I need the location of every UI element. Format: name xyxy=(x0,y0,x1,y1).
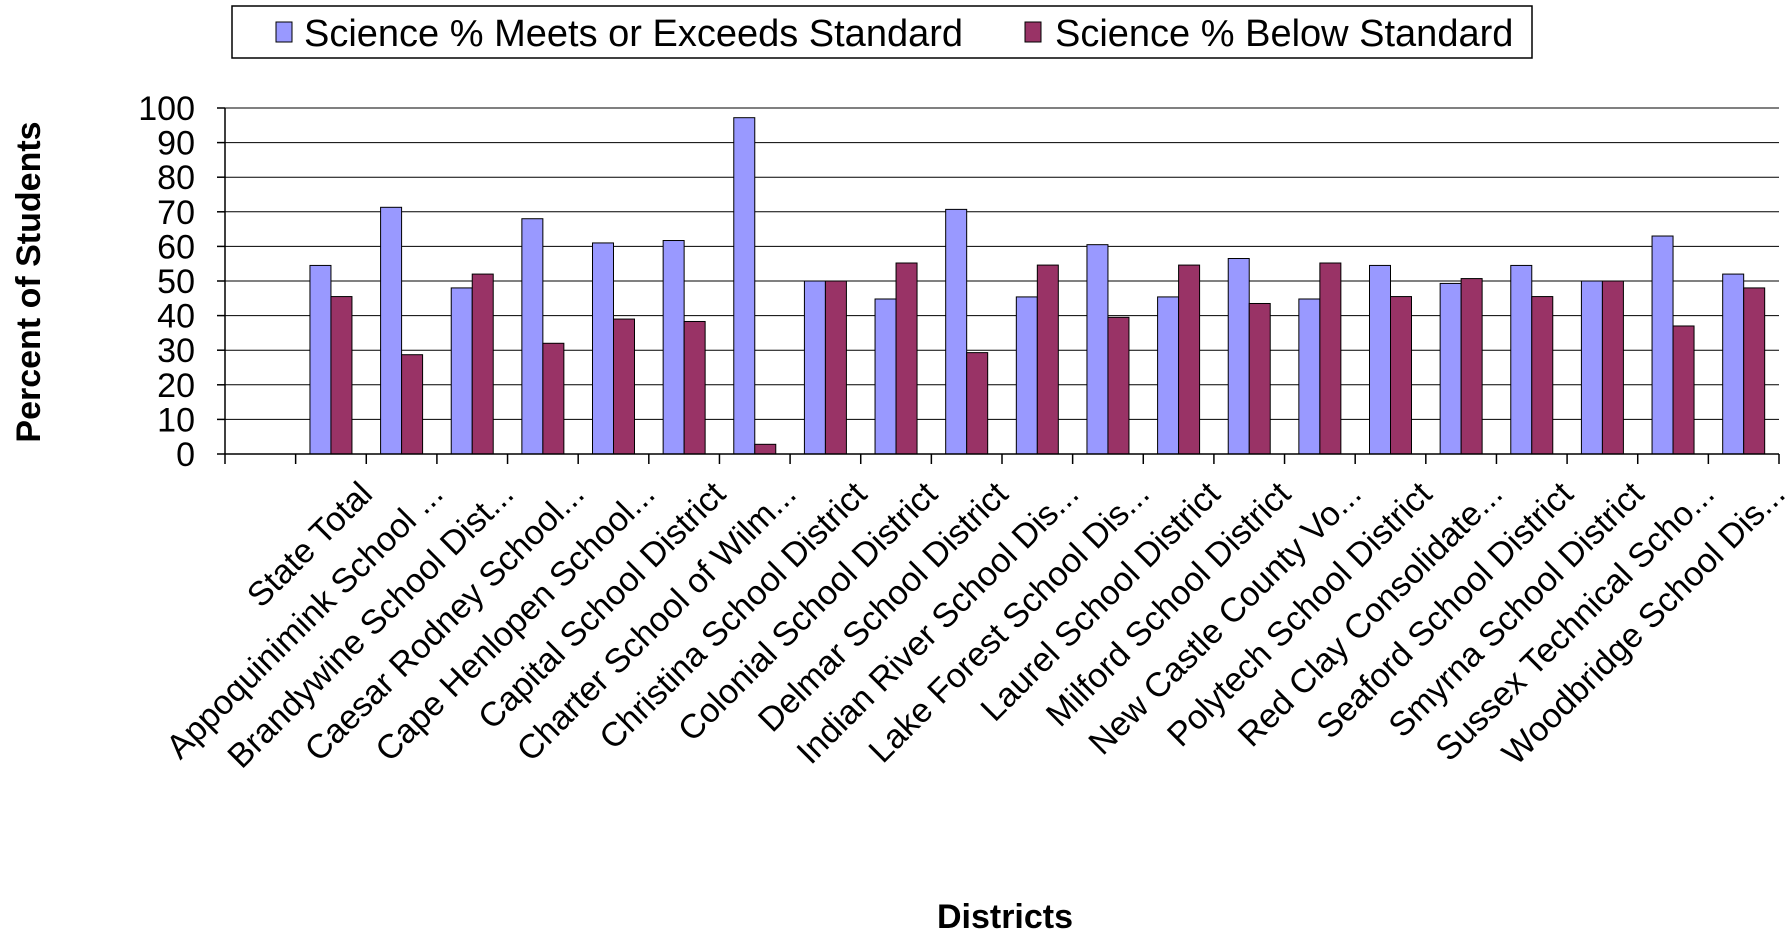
y-tick-label-9: 90 xyxy=(157,125,195,163)
bar-meets-11 xyxy=(1086,244,1109,455)
bar-below-5 xyxy=(683,320,706,455)
bar-below-16 xyxy=(1460,278,1483,455)
bar-below-0 xyxy=(330,296,353,455)
y-tick-label-2: 20 xyxy=(157,367,195,405)
bar-below-9 xyxy=(966,352,989,455)
legend: Science % Meets or Exceeds Standard Scie… xyxy=(231,5,1533,59)
y-tick-label-5: 50 xyxy=(157,263,195,301)
bar-meets-4 xyxy=(592,242,614,455)
bar-below-13 xyxy=(1248,302,1271,455)
legend-box xyxy=(231,5,1533,59)
bar-below-17 xyxy=(1531,296,1554,455)
legend-swatch-meets xyxy=(275,21,293,43)
bar-below-7 xyxy=(824,280,847,455)
bar-below-10 xyxy=(1036,264,1059,455)
y-tick-label-4: 40 xyxy=(157,298,195,336)
bar-below-11 xyxy=(1107,316,1130,455)
y-axis-title: Percent of Students xyxy=(10,121,48,442)
y-tick-label-10: 100 xyxy=(138,90,195,128)
y-tick-label-0: 0 xyxy=(176,436,195,474)
x-axis-title: Districts xyxy=(937,898,1073,936)
bar-meets-5 xyxy=(662,240,685,455)
bar-meets-2 xyxy=(450,287,473,455)
bar-meets-8 xyxy=(874,298,897,455)
x-tick-label-2: Brandywine School Dist... xyxy=(220,475,521,776)
bar-meets-13 xyxy=(1227,258,1250,455)
axes xyxy=(217,107,1780,464)
bars xyxy=(309,117,1766,455)
legend-label-below: Science % Below Standard xyxy=(1055,13,1513,55)
bar-meets-12 xyxy=(1157,296,1180,455)
bar-below-20 xyxy=(1743,287,1766,455)
y-tick-label-6: 60 xyxy=(157,228,195,266)
bar-below-12 xyxy=(1178,264,1201,455)
bar-meets-9 xyxy=(945,208,968,455)
y-tick-label-7: 70 xyxy=(157,194,195,232)
y-tick-label-3: 30 xyxy=(157,332,195,370)
bar-meets-20 xyxy=(1722,273,1745,455)
bar-meets-18 xyxy=(1580,280,1603,455)
bar-below-15 xyxy=(1390,296,1412,455)
y-tick-label-8: 80 xyxy=(157,159,195,197)
bar-meets-19 xyxy=(1651,235,1674,455)
bar-below-6 xyxy=(754,443,777,455)
bar-meets-3 xyxy=(521,218,544,455)
legend-swatch-below xyxy=(1024,21,1042,43)
legend-label-meets: Science % Meets or Exceeds Standard xyxy=(304,13,963,55)
bar-below-14 xyxy=(1319,262,1342,455)
bar-meets-7 xyxy=(803,280,826,455)
bar-meets-15 xyxy=(1369,264,1391,455)
bar-meets-16 xyxy=(1439,282,1462,455)
bar-below-1 xyxy=(401,354,424,455)
bar-below-4 xyxy=(613,318,635,455)
bar-meets-17 xyxy=(1510,264,1533,455)
bar-below-8 xyxy=(895,262,918,455)
bar-meets-10 xyxy=(1015,296,1038,455)
bar-below-2 xyxy=(471,273,494,455)
bar-meets-14 xyxy=(1298,298,1321,455)
bar-meets-0 xyxy=(309,264,332,455)
bar-below-18 xyxy=(1601,280,1624,455)
y-tick-label-1: 10 xyxy=(157,401,195,439)
bar-meets-1 xyxy=(380,206,403,455)
bar-below-19 xyxy=(1672,325,1695,455)
bar-below-3 xyxy=(542,342,565,455)
bar-meets-6 xyxy=(733,117,756,455)
